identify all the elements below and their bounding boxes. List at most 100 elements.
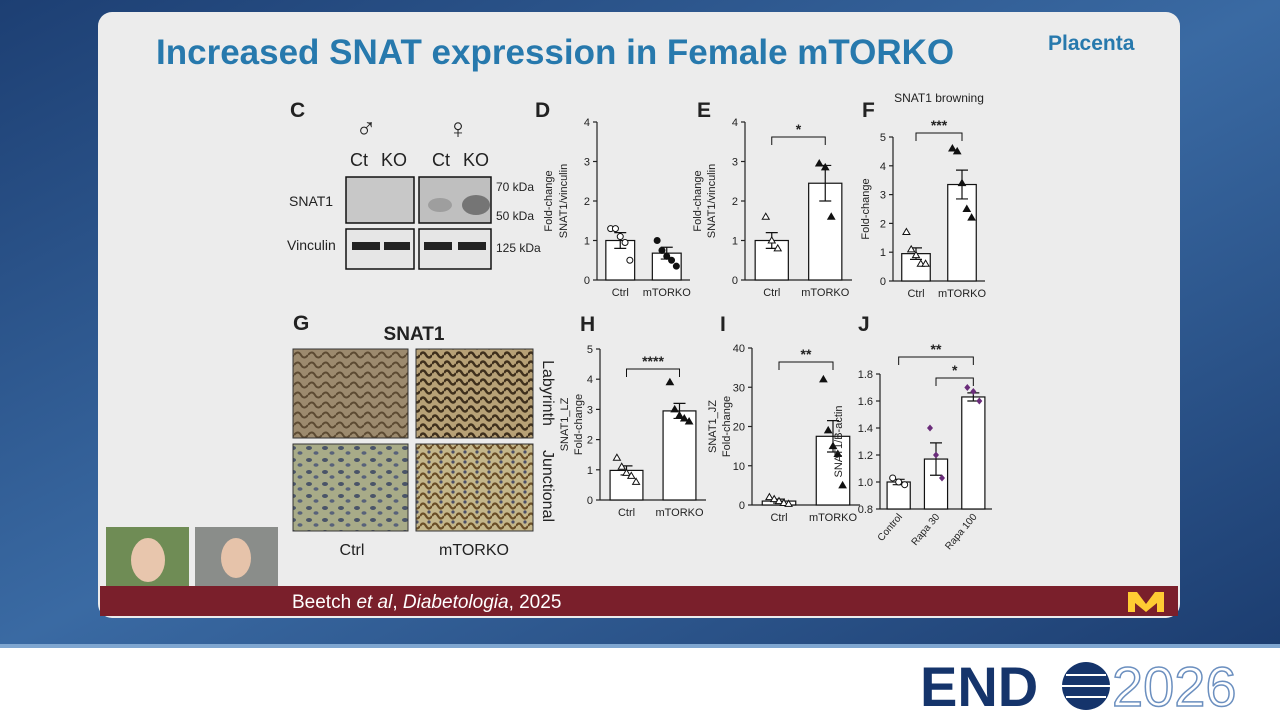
y-tick-label: 2 <box>584 196 590 208</box>
y-tick-label: 4 <box>880 161 886 173</box>
y-tick-label: 5 <box>587 344 593 356</box>
y-tick-label: 0 <box>732 275 738 287</box>
x-tick-label: Ctrl <box>612 287 629 299</box>
lane-label: KO <box>381 150 407 170</box>
row-label: Vinculin <box>287 237 336 253</box>
panel-letter: E <box>697 99 711 122</box>
photo-face <box>131 538 165 582</box>
row-label: SNAT1 <box>289 193 333 209</box>
bar <box>961 396 986 510</box>
sex-symbol: ♀ <box>448 113 469 144</box>
data-point <box>765 492 774 501</box>
mw-marker: 70 kDa <box>496 180 534 194</box>
data-point <box>665 377 675 386</box>
data-point <box>906 244 916 253</box>
sex-symbol: ♂ <box>356 113 377 144</box>
y-tick-label: 2 <box>587 435 593 447</box>
significance-bracket <box>915 132 963 141</box>
data-point <box>962 204 972 212</box>
y-tick-label: 1 <box>587 465 593 477</box>
y-tick-label: 20 <box>733 422 745 434</box>
bar <box>947 183 977 282</box>
data-point <box>653 237 661 244</box>
data-point <box>631 477 641 485</box>
data-point <box>828 441 838 450</box>
data-point <box>970 388 977 396</box>
x-tick-label: mTORKO <box>809 512 858 524</box>
data-point <box>976 397 983 405</box>
significance-label: * <box>796 121 802 137</box>
data-point <box>767 236 777 244</box>
logo-text: END <box>920 655 1038 718</box>
data-point <box>948 144 957 152</box>
data-point <box>668 256 676 264</box>
data-point <box>658 246 666 254</box>
y-tick-label: 1 <box>732 236 738 248</box>
data-point <box>611 225 619 233</box>
citation: Beetch et al, Diabetologia, 2025 <box>292 592 561 613</box>
significance-label: ** <box>801 346 812 362</box>
y-tick-label: 3 <box>880 190 886 202</box>
y-tick-label: 2 <box>732 196 738 208</box>
data-point <box>957 178 967 187</box>
data-point <box>626 256 634 264</box>
citation-journal: Diabetologia <box>403 592 509 613</box>
y-axis-label: SNAT1/vinculin <box>706 164 718 238</box>
y-axis-label: Fold-change <box>692 170 704 231</box>
data-point <box>773 243 783 252</box>
university-logo <box>1128 592 1164 612</box>
photo-face <box>221 538 251 578</box>
bar <box>609 469 644 501</box>
micrograph <box>415 348 534 439</box>
significance-bracket <box>898 356 974 365</box>
y-axis-label: Fold-change <box>860 178 872 239</box>
panel-letter: J <box>858 313 870 336</box>
data-point <box>684 416 694 425</box>
y-tick-label: 0 <box>739 500 745 512</box>
data-point <box>933 451 939 459</box>
y-axis-label: Fold-change <box>543 170 555 231</box>
y-tick-label: 0 <box>584 275 590 287</box>
significance-label: *** <box>931 117 948 133</box>
panel-letter: F <box>862 99 875 122</box>
significance-label: **** <box>642 353 664 369</box>
y-tick-label: 4 <box>732 117 738 129</box>
data-point <box>901 481 909 489</box>
y-axis-label: Fold-change <box>573 394 585 455</box>
data-point <box>911 250 921 259</box>
panel-letter: G <box>293 312 309 335</box>
citation-year: , 2025 <box>509 592 562 613</box>
data-point <box>774 496 784 505</box>
column-label: Ctrl <box>340 542 365 559</box>
y-axis-label: SNAT1/vinculin <box>558 164 570 238</box>
mw-marker: 125 kDa <box>496 241 541 255</box>
citation-etal: et al <box>356 592 393 613</box>
panel-title: SNAT1 <box>384 324 445 345</box>
data-point <box>626 471 636 479</box>
blot-band <box>462 195 490 215</box>
citation-sep: , <box>392 592 403 613</box>
lane-label: KO <box>463 150 489 170</box>
significance-label: ** <box>931 341 942 357</box>
data-point <box>833 449 843 457</box>
micrograph <box>415 443 534 532</box>
x-tick-label: Ctrl <box>907 288 924 300</box>
y-tick-label: 10 <box>733 461 745 473</box>
lane-label: Ct <box>350 150 368 170</box>
data-point <box>838 480 847 489</box>
data-point <box>952 146 962 155</box>
data-point <box>820 162 830 171</box>
blot-band <box>458 242 486 250</box>
data-point <box>670 404 680 413</box>
data-point <box>927 424 933 432</box>
column-label: mTORKO <box>439 542 509 559</box>
y-tick-label: 4 <box>587 374 593 386</box>
significance-bracket <box>771 136 826 145</box>
bar <box>662 410 697 501</box>
panel-letter: C <box>290 99 305 122</box>
data-point <box>819 374 828 383</box>
lane-label: Ct <box>432 150 450 170</box>
data-point <box>889 474 897 482</box>
row-label: Junctional <box>539 450 556 522</box>
